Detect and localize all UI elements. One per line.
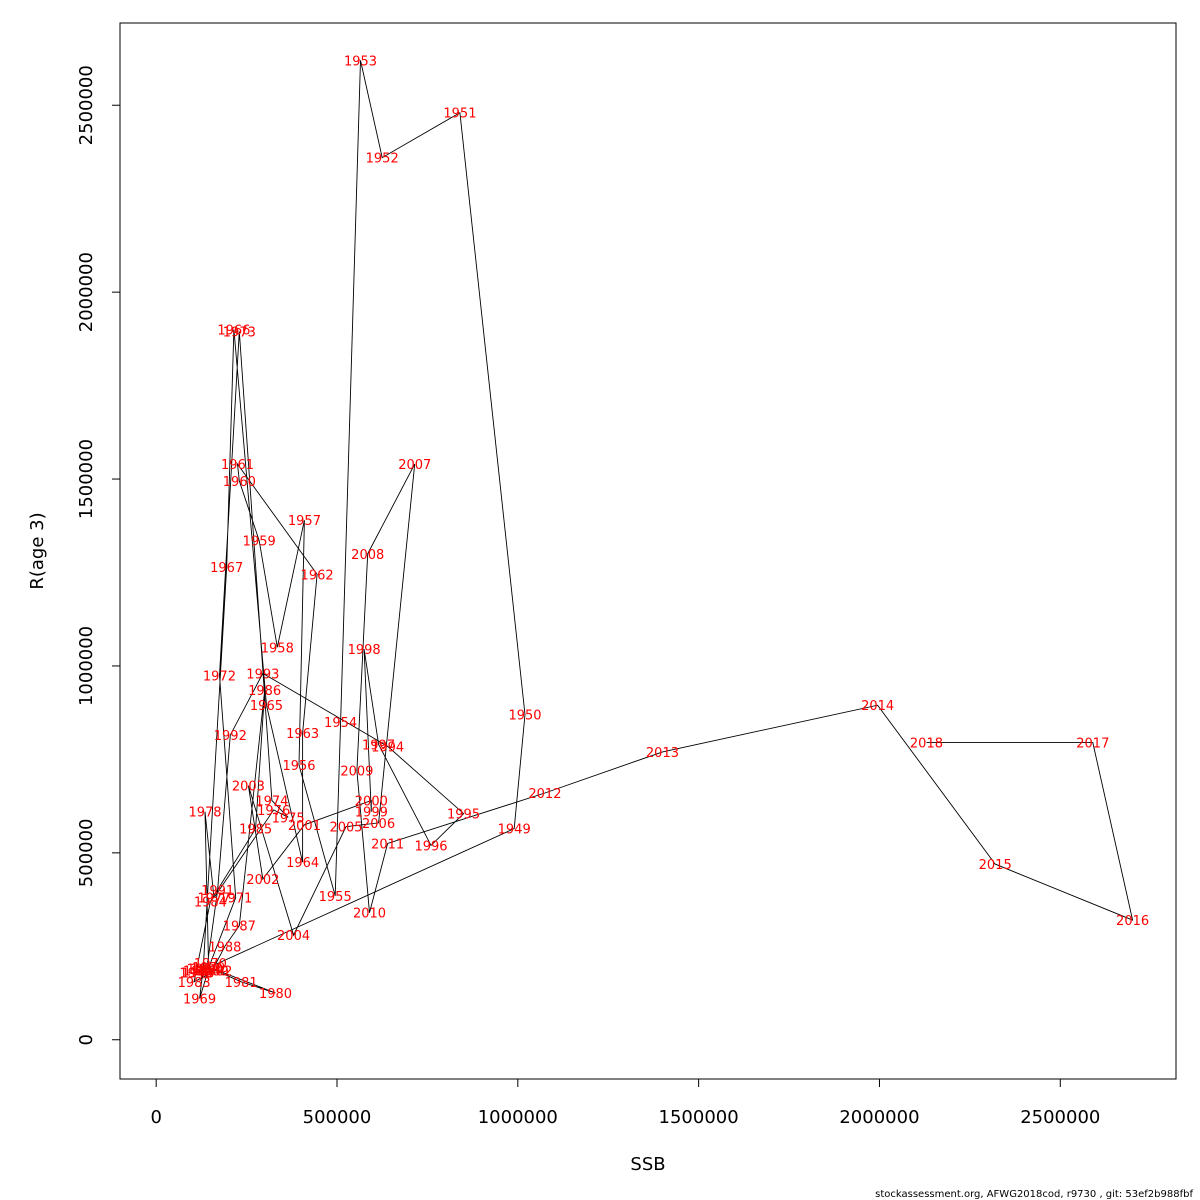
- point-label: 1966: [217, 324, 250, 339]
- point-label: 2015: [979, 858, 1012, 873]
- point-label: 2017: [1076, 737, 1109, 752]
- x-tick-label: 1000000: [478, 1107, 558, 1128]
- point-label: 1955: [319, 890, 352, 905]
- point-label: 1979: [192, 961, 225, 976]
- point-label: 2001: [288, 819, 321, 834]
- point-label: 1972: [203, 669, 236, 684]
- point-label: 1960: [223, 475, 256, 490]
- x-tick-label: 2500000: [1020, 1107, 1100, 1128]
- point-label: 2003: [232, 780, 265, 795]
- point-label: 1992: [214, 729, 247, 744]
- point-label: 1946: [179, 966, 212, 981]
- y-tick-label: 1000000: [76, 626, 97, 706]
- point-label: 1991: [201, 884, 234, 899]
- x-axis-title: SSB: [630, 1154, 665, 1175]
- point-label: 2000: [355, 795, 388, 810]
- point-label: 1983: [178, 976, 211, 991]
- y-tick-label: 500000: [76, 818, 97, 887]
- point-label: 1971: [219, 892, 252, 907]
- point-label: 1990: [190, 963, 223, 978]
- point-label: 1996: [414, 839, 447, 854]
- point-label: 2007: [398, 458, 431, 473]
- point-label: 1980: [259, 987, 292, 1002]
- point-label: 1998: [348, 643, 381, 658]
- point-label: 2005: [329, 821, 362, 836]
- point-label: 1994: [371, 740, 404, 755]
- point-label: 2013: [646, 746, 679, 761]
- point-label: 1950: [508, 709, 541, 724]
- point-label: 1985: [239, 823, 272, 838]
- point-label: 1987: [223, 920, 256, 935]
- point-label: 1981: [225, 976, 258, 991]
- point-label: 1970: [194, 957, 227, 972]
- y-tick-label: 2000000: [76, 252, 97, 332]
- point-label: 1964: [286, 856, 319, 871]
- point-label: 1997: [362, 738, 395, 753]
- point-label: 2018: [910, 737, 943, 752]
- x-tick-label: 1500000: [659, 1107, 739, 1128]
- point-label: 1995: [447, 808, 480, 823]
- point-label: 1982: [199, 965, 232, 980]
- point-label: 2010: [353, 907, 386, 922]
- point-label: 1949: [498, 823, 531, 838]
- point-label: 1958: [261, 641, 294, 656]
- point-label: 1989: [196, 965, 229, 980]
- x-tick-label: 2000000: [839, 1107, 919, 1128]
- series-path-group: [193, 60, 1134, 999]
- point-label: 1978: [188, 806, 221, 821]
- y-axis: 0 500000 1000000 1500000 2000000 2500000: [76, 65, 121, 1045]
- plot-frame: [119, 22, 1177, 1080]
- point-label: 1973: [223, 325, 256, 340]
- point-label: 1977: [197, 892, 230, 907]
- point-label: 1976: [257, 804, 290, 819]
- point-label: 1957: [288, 514, 321, 529]
- point-label: 1999: [355, 806, 388, 821]
- y-tick-label: 0: [76, 1034, 97, 1045]
- point-label: 1947: [183, 965, 216, 980]
- x-tick-label: 0: [150, 1107, 161, 1128]
- point-label: 1986: [248, 684, 281, 699]
- point-label: 1961: [221, 458, 254, 473]
- point-label: 1984: [194, 895, 227, 910]
- point-label: 1962: [301, 568, 334, 583]
- series-line: [193, 60, 1134, 999]
- point-label: 1965: [250, 699, 283, 714]
- y-tick-label: 1500000: [76, 439, 97, 519]
- point-label: 1967: [210, 561, 243, 576]
- point-label: 1953: [344, 54, 377, 69]
- point-label: 1952: [366, 152, 399, 167]
- point-label: 1975: [272, 811, 305, 826]
- footer-credit: stockassessment.org, AFWG2018cod, r9730 …: [875, 1189, 1193, 1200]
- point-label: 1948: [181, 966, 214, 981]
- y-tick-label: 2500000: [76, 65, 97, 145]
- point-label: 1956: [282, 759, 315, 774]
- point-label: 1959: [243, 535, 276, 550]
- point-label: 2012: [528, 787, 561, 802]
- point-label: 1968: [187, 963, 220, 978]
- point-label: 2006: [362, 817, 395, 832]
- point-label: 2009: [340, 765, 373, 780]
- point-label: 1954: [324, 716, 357, 731]
- point-label: 2004: [277, 929, 310, 944]
- x-tick-label: 500000: [303, 1107, 372, 1128]
- point-label: 1963: [286, 727, 319, 742]
- point-label: 1993: [246, 667, 279, 682]
- point-label: 1969: [183, 993, 216, 1008]
- point-label: 1974: [255, 795, 288, 810]
- y-axis-title: R(age 3): [27, 512, 48, 589]
- x-axis: 0 500000 1000000 1500000 2000000 2500000: [150, 1078, 1100, 1128]
- point-label: 2014: [861, 699, 894, 714]
- point-label: 1988: [208, 940, 241, 955]
- point-label: 1951: [443, 107, 476, 122]
- point-label: 2002: [246, 873, 279, 888]
- point-label: 2011: [371, 838, 404, 853]
- point-label: 2016: [1116, 914, 1149, 929]
- point-label: 2008: [351, 548, 384, 563]
